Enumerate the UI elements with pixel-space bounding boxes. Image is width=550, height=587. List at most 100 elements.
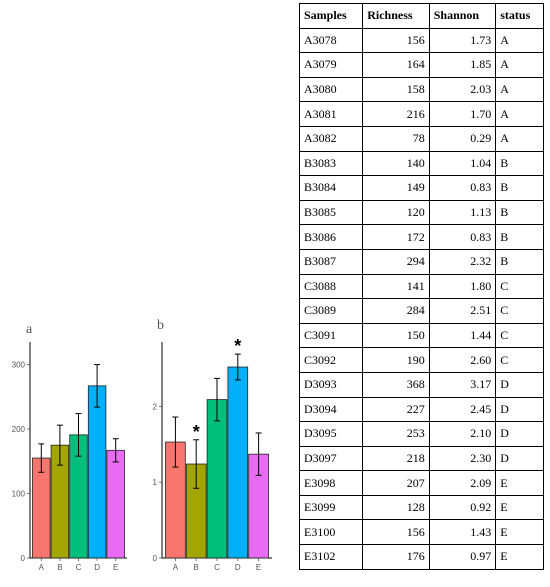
x-tick-label: B <box>194 563 199 572</box>
table-cell: 0.83 <box>428 175 497 201</box>
table-row: C3092 190 2.60 C <box>298 347 544 373</box>
significance-marker: * <box>193 422 200 442</box>
table-row: A3082 78 0.29 A <box>298 125 544 152</box>
table-cell: E3098 <box>298 470 364 496</box>
y-tick-label: 0 <box>21 554 26 563</box>
table-cell: 156 <box>362 519 430 546</box>
table-cell: D <box>495 371 544 398</box>
table-row: B3087 294 2.32 B <box>298 248 544 275</box>
table-cell: E3100 <box>298 519 364 546</box>
table-cell: 149 <box>362 175 430 201</box>
table-cell: B <box>495 150 544 177</box>
column-header: Richness <box>362 3 430 29</box>
table-cell: 294 <box>362 248 430 275</box>
table-cell: A3079 <box>298 52 364 78</box>
table-cell: 140 <box>362 150 430 177</box>
table-row: D3097 218 2.30 D <box>298 445 544 472</box>
table-cell: C3092 <box>298 347 364 373</box>
x-tick-label: B <box>57 563 62 572</box>
table-cell: 128 <box>362 494 430 521</box>
table-cell: A <box>495 27 544 54</box>
bar <box>106 449 125 559</box>
table-cell: 1.43 <box>428 519 497 546</box>
table-cell: B3083 <box>298 150 364 177</box>
table-cell: D <box>495 445 544 472</box>
table-cell: C3089 <box>298 298 364 324</box>
table-cell: 218 <box>362 445 430 472</box>
x-tick-label: A <box>173 563 179 572</box>
x-tick-label: C <box>214 563 220 572</box>
table-cell: A <box>495 125 544 152</box>
column-header: Shannon <box>428 3 497 29</box>
table-cell: 1.85 <box>428 52 497 78</box>
table-cell: 156 <box>362 27 430 54</box>
table-cell: B3087 <box>298 248 364 275</box>
bar <box>32 457 51 559</box>
table-cell: 164 <box>362 52 430 78</box>
table-cell: B <box>495 224 544 250</box>
x-tick-label: D <box>94 563 100 572</box>
table-cell: C <box>495 347 544 373</box>
table-row: D3095 253 2.10 D <box>298 421 544 447</box>
table-row: E3100 156 1.43 E <box>298 519 544 546</box>
table-cell: 2.30 <box>428 445 497 472</box>
table-cell: 2.03 <box>428 76 497 103</box>
bar-chart-b: 0 1 2 A B * C D * E <box>153 336 272 572</box>
table-cell: B <box>495 175 544 201</box>
table-cell: B <box>495 199 544 226</box>
panel-label-a: a <box>26 322 33 337</box>
table-cell: E3102 <box>298 544 364 570</box>
table-cell: 1.70 <box>428 101 497 127</box>
table-cell: 2.10 <box>428 421 497 447</box>
table-cell: 284 <box>362 298 430 324</box>
table-cell: 120 <box>362 199 430 226</box>
table-cell: A <box>495 52 544 78</box>
table-row: E3099 128 0.92 E <box>298 494 544 521</box>
x-tick-label: E <box>113 563 118 572</box>
table-cell: E <box>495 470 544 496</box>
table-cell: A <box>495 76 544 103</box>
column-header: Samples <box>298 3 364 29</box>
table-row: A3078 156 1.73 A <box>298 27 544 54</box>
samples-table: Samples Richness Shannon status A3078 156 1.7… <box>298 3 544 570</box>
table-cell: D3095 <box>298 421 364 447</box>
table-cell: E <box>495 494 544 521</box>
bar <box>227 366 249 559</box>
table-cell: A <box>495 101 544 127</box>
table-cell: 216 <box>362 101 430 127</box>
table-row: C3088 141 1.80 C <box>298 273 544 300</box>
table-cell: C <box>495 298 544 324</box>
table-cell: C3088 <box>298 273 364 300</box>
table-cell: C3091 <box>298 322 364 349</box>
table-row: A3079 164 1.85 A <box>298 52 544 78</box>
table-cell: A3081 <box>298 101 364 127</box>
table-row: C3089 284 2.51 C <box>298 298 544 324</box>
table-cell: D3093 <box>298 371 364 398</box>
table-cell: 141 <box>362 273 430 300</box>
table-cell: 227 <box>362 396 430 423</box>
table-cell: 0.29 <box>428 125 497 152</box>
y-tick-label: 1 <box>153 478 158 487</box>
table-cell: 1.04 <box>428 150 497 177</box>
table-cell: 2.45 <box>428 396 497 423</box>
panel-label-b: b <box>157 318 164 333</box>
y-tick-label: 200 <box>12 425 26 434</box>
table-cell: 2.09 <box>428 470 497 496</box>
table-row: E3098 207 2.09 E <box>298 470 544 496</box>
table-cell: 150 <box>362 322 430 349</box>
bar <box>87 385 107 559</box>
table-cell: 0.92 <box>428 494 497 521</box>
y-tick-label: 100 <box>12 490 26 499</box>
table-cell: 0.83 <box>428 224 497 250</box>
table-cell: B3084 <box>298 175 364 201</box>
bar-chart-a: 0 100 200 300 A B C D E <box>12 342 127 572</box>
table-cell: 2.32 <box>428 248 497 275</box>
table-cell: E <box>495 519 544 546</box>
x-tick-label: A <box>39 563 45 572</box>
table-cell: D <box>495 421 544 447</box>
x-tick-label: D <box>235 563 241 572</box>
table-cell: 207 <box>362 470 430 496</box>
table-row: B3083 140 1.04 B <box>298 150 544 177</box>
table-cell: B3086 <box>298 224 364 250</box>
table-cell: 158 <box>362 76 430 103</box>
